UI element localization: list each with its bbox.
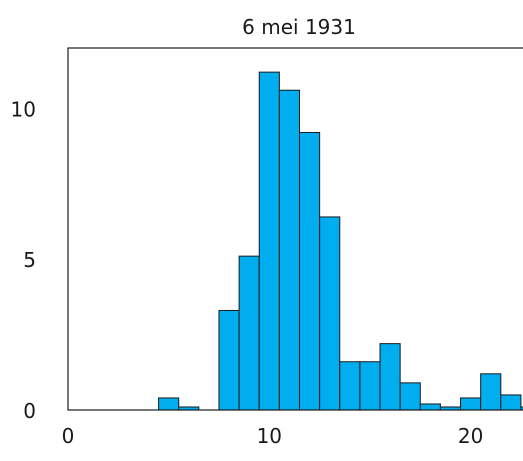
histogram-bar-11 — [399, 382, 421, 411]
histogram-bar-2 — [218, 309, 240, 411]
histogram-bar-10 — [379, 343, 401, 411]
y-tick-label-10: 10 — [11, 97, 36, 121]
histogram-bar-15 — [480, 373, 502, 411]
y-tick-label-0: 0 — [23, 399, 36, 423]
histogram-bar-12 — [419, 403, 441, 411]
histogram-bar-0 — [158, 397, 180, 411]
histogram-bar-17 — [520, 406, 523, 411]
bars-group — [158, 71, 523, 411]
chart-title: 6 mei 1931 — [242, 15, 356, 39]
x-tick-labels: 0 10 20 — [62, 424, 484, 448]
histogram-bar-9 — [359, 361, 381, 411]
x-tick-label-0: 0 — [62, 424, 75, 448]
y-tick-labels: 0 5 10 — [11, 97, 36, 423]
histogram-bar-3 — [238, 255, 260, 411]
histogram-bar-5 — [278, 89, 300, 411]
histogram-bar-4 — [258, 71, 280, 411]
histogram-bar-14 — [460, 397, 482, 411]
histogram-bar-7 — [319, 216, 341, 411]
histogram-bar-8 — [339, 361, 361, 411]
x-tick-label-20: 20 — [458, 424, 483, 448]
y-tick-label-5: 5 — [23, 248, 36, 272]
plot-frame — [67, 47, 523, 411]
histogram-bar-16 — [500, 394, 522, 411]
x-tick-label-10: 10 — [257, 424, 282, 448]
histogram-bar-6 — [299, 131, 321, 411]
